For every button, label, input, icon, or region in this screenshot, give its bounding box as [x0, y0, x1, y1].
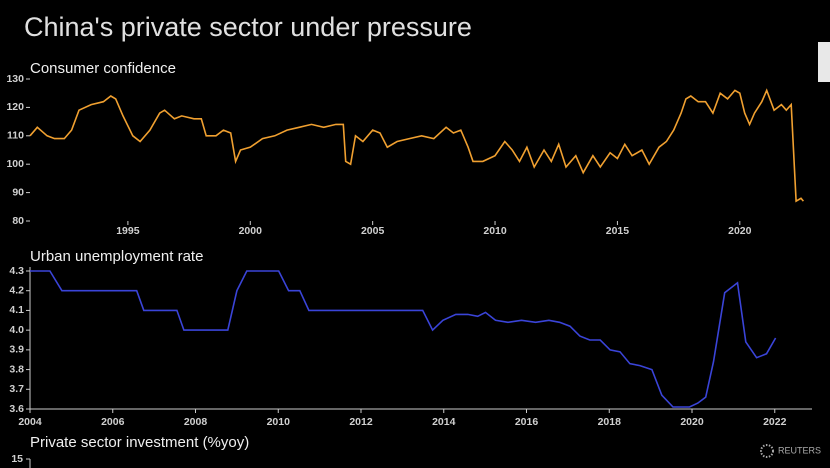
x-tick-label: 2010	[483, 225, 507, 237]
y-tick-label: 3.8	[9, 363, 24, 375]
x-tick-label: 2010	[267, 416, 291, 428]
x-tick-label: 2006	[101, 416, 125, 428]
line-series	[30, 270, 777, 408]
x-tick-label: 2016	[515, 416, 539, 428]
x-tick-label: 2000	[239, 225, 263, 237]
panel-title: Urban unemployment rate	[30, 248, 203, 265]
y-tick-label: 3.7	[9, 383, 24, 395]
y-tick-label: 3.9	[9, 344, 24, 356]
x-tick-label: 2020	[680, 416, 704, 428]
x-tick-label: 2004	[18, 416, 42, 428]
page-title: China's private sector under pressure	[24, 12, 472, 42]
y-tick-label: 110	[7, 130, 24, 142]
y-tick-label: 90	[12, 186, 24, 198]
side-strip	[818, 42, 830, 82]
y-tick-label: 4.1	[9, 304, 24, 316]
x-tick-label: 1995	[116, 225, 140, 237]
line-series	[29, 88, 805, 203]
x-tick-label: 2005	[361, 225, 385, 237]
x-tick-label: 2022	[763, 416, 787, 428]
x-tick-label: 2015	[606, 225, 630, 237]
y-tick-label: 120	[6, 101, 24, 113]
y-tick-label: 4.3	[9, 265, 24, 277]
x-tick-label: 2014	[432, 416, 456, 428]
y-tick-label: 80	[12, 215, 24, 227]
y-tick-label: 3.6	[9, 403, 24, 415]
x-tick-label: 2020	[728, 225, 752, 237]
y-tick-label: 100	[6, 158, 24, 170]
y-tick-label: 15	[11, 453, 23, 465]
y-tick-label: 130	[6, 73, 24, 85]
x-tick-label: 2008	[184, 416, 208, 428]
reuters-logo	[760, 444, 774, 458]
y-tick-label: 4.0	[9, 324, 24, 336]
x-tick-label: 2012	[349, 416, 373, 428]
y-tick-label: 4.2	[9, 284, 24, 296]
source: REUTERS	[778, 445, 821, 455]
x-tick-label: 2018	[598, 416, 622, 428]
panel-title: Consumer confidence	[30, 60, 176, 77]
panel-title: Private sector investment (%yoy)	[30, 434, 249, 451]
